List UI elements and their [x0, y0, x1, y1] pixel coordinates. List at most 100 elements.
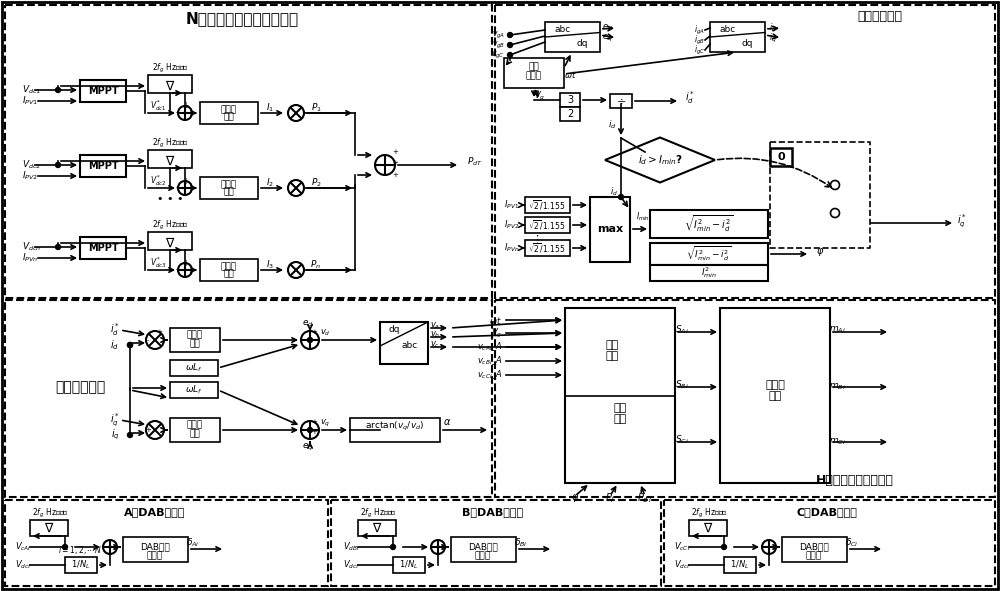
Text: abc: abc [402, 340, 418, 349]
Text: 控制器: 控制器 [475, 551, 491, 560]
Text: 电压调: 电压调 [221, 106, 237, 115]
Text: MPPT: MPPT [88, 86, 118, 96]
Text: $2f_g$ Hz陷波器: $2f_g$ Hz陷波器 [152, 61, 188, 74]
Text: H桥变换器调制波计算: H桥变换器调制波计算 [816, 473, 894, 486]
Circle shape [146, 421, 164, 439]
Circle shape [56, 87, 60, 93]
Text: $P_{dT}$: $P_{dT}$ [637, 491, 653, 505]
Text: -: - [176, 183, 178, 193]
Text: $\sqrt{I_{min}^2-i_d^2}$: $\sqrt{I_{min}^2-i_d^2}$ [684, 214, 734, 234]
Text: +: + [182, 258, 188, 268]
Text: 0: 0 [777, 152, 785, 162]
Text: B相DAB控制器: B相DAB控制器 [462, 507, 524, 517]
Text: $I_{PVn}$: $I_{PVn}$ [22, 252, 38, 264]
Text: $2f_g$ Hz陷波器: $2f_g$ Hz陷波器 [152, 219, 188, 232]
Bar [650, 243, 768, 265]
Text: 节器: 节器 [224, 112, 234, 122]
Bar [80, 155, 126, 177]
Bar [782, 537, 847, 562]
Text: 数字: 数字 [529, 63, 539, 72]
Bar [545, 22, 600, 52]
Text: $\arctan(v_q/v_d)$: $\arctan(v_q/v_d)$ [365, 420, 425, 433]
Text: $V_{dc1}$: $V_{dc1}$ [22, 84, 41, 96]
Text: $v_a$: $v_a$ [430, 321, 440, 331]
Text: $P_1$: $P_1$ [311, 102, 321, 114]
Text: -: - [302, 337, 304, 343]
Text: $\nabla$: $\nabla$ [703, 521, 713, 535]
Text: $m_{Ci}$: $m_{Ci}$ [829, 437, 845, 447]
Bar [170, 418, 220, 442]
Text: $i_d$: $i_d$ [610, 186, 618, 198]
Bar [393, 557, 425, 573]
Circle shape [431, 540, 445, 554]
Bar [148, 150, 192, 168]
Circle shape [56, 245, 60, 249]
Text: $I_1$: $I_1$ [266, 102, 274, 114]
Text: N个公共直流母线电压控制: N个公共直流母线电压控制 [185, 11, 299, 27]
Text: $v_{gB}$: $v_{gB}$ [492, 40, 505, 51]
Bar [5, 5, 492, 298]
Text: $v_{cCi}\_A$: $v_{cCi}\_A$ [477, 369, 502, 381]
Bar [30, 520, 68, 536]
Bar [148, 75, 192, 93]
Bar [560, 107, 580, 121]
Text: $\nabla$: $\nabla$ [44, 521, 54, 535]
Text: $m_{Bi}$: $m_{Bi}$ [829, 382, 845, 392]
Bar [560, 93, 580, 107]
Circle shape [288, 262, 304, 278]
Text: $\varphi$: $\varphi$ [816, 246, 824, 258]
Bar [170, 360, 218, 376]
Text: $i_q^*$: $i_q^*$ [110, 411, 120, 428]
Text: $P_2$: $P_2$ [311, 177, 321, 189]
Text: $v_{cBi}\_A$: $v_{cBi}\_A$ [477, 355, 502, 368]
Text: $I_{PV1}$: $I_{PV1}$ [22, 95, 38, 107]
Text: ÷: ÷ [616, 96, 626, 106]
Circle shape [288, 180, 304, 196]
Bar [123, 537, 188, 562]
Text: $V_{dcf}$: $V_{dcf}$ [674, 558, 691, 571]
Text: $v_{gA}$: $v_{gA}$ [492, 30, 505, 41]
Text: $\delta_{Ci}$: $\delta_{Ci}$ [845, 537, 859, 549]
Circle shape [508, 53, 512, 57]
Text: $\nabla$: $\nabla$ [372, 521, 382, 535]
Text: $e_d$: $e_d$ [302, 319, 314, 329]
Circle shape [128, 343, 132, 348]
Bar [148, 232, 192, 250]
Bar [451, 537, 516, 562]
Text: $\delta_{Bi}$: $\delta_{Bi}$ [514, 537, 528, 549]
Circle shape [308, 337, 312, 343]
Text: $2f_g$ Hz陷波器: $2f_g$ Hz陷波器 [152, 137, 188, 150]
Text: $I_{PV2}$: $I_{PV2}$ [504, 219, 519, 231]
Text: $v_q$: $v_q$ [320, 417, 330, 428]
Text: 调制波: 调制波 [765, 380, 785, 390]
Circle shape [288, 105, 304, 121]
Text: $V_{cCi}$: $V_{cCi}$ [674, 541, 691, 553]
Text: A相DAB控制器: A相DAB控制器 [124, 507, 186, 517]
Bar [504, 58, 564, 88]
Text: $V_{dBi}$: $V_{dBi}$ [343, 541, 360, 553]
Text: 有功: 有功 [605, 340, 619, 350]
Text: +: + [392, 160, 398, 166]
Circle shape [128, 343, 132, 348]
Text: $P_n$: $P_n$ [310, 259, 322, 271]
Text: 计算: 计算 [768, 391, 782, 401]
Bar [565, 308, 675, 483]
Text: 并网电流控制: 并网电流控制 [55, 380, 105, 394]
Text: +: + [145, 427, 151, 433]
Text: $i_{gA}$: $i_{gA}$ [694, 24, 705, 37]
Text: $\omega L_f$: $\omega L_f$ [185, 362, 203, 374]
Circle shape [128, 433, 132, 437]
Text: $i_d>I_{min}$?: $i_d>I_{min}$? [638, 153, 682, 167]
Text: • • •: • • • [157, 194, 183, 204]
Text: $V_{cAi}$: $V_{cAi}$ [15, 541, 32, 553]
Bar [200, 259, 258, 281]
Text: $\nabla$: $\nabla$ [165, 154, 175, 168]
Bar [80, 80, 126, 102]
Text: 电流调: 电流调 [187, 330, 203, 339]
Bar [610, 94, 632, 108]
Bar [689, 520, 727, 536]
Text: $i_{gC}$: $i_{gC}$ [694, 44, 705, 57]
Text: 节器: 节器 [224, 187, 234, 196]
Circle shape [618, 194, 624, 200]
Text: $\sqrt{2}/1.155$: $\sqrt{2}/1.155$ [528, 198, 566, 212]
